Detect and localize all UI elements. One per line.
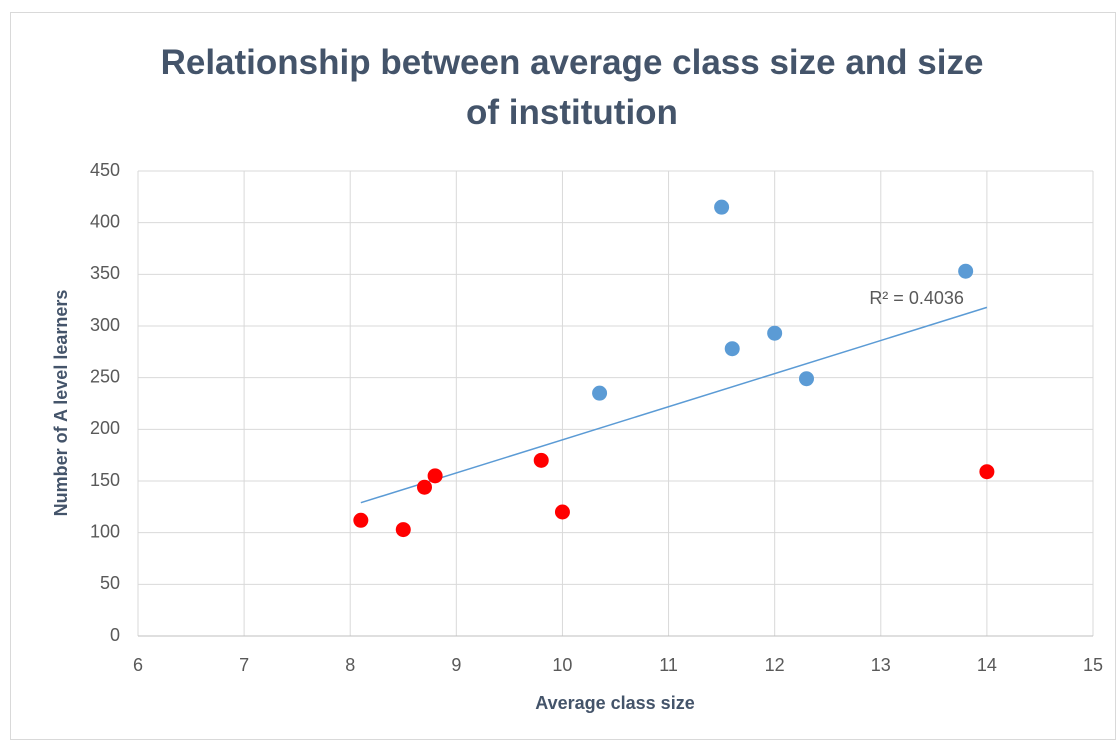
y-tick-label: 350 — [90, 263, 120, 283]
x-tick-label: 14 — [977, 655, 997, 675]
y-tick-label: 50 — [100, 573, 120, 593]
point — [714, 199, 730, 215]
point — [799, 371, 814, 387]
x-tick-label: 10 — [552, 655, 572, 675]
point — [417, 479, 432, 495]
chart-title: Relationship between average class size … — [160, 43, 984, 132]
point — [395, 522, 411, 538]
y-tick-label: 300 — [90, 315, 120, 335]
x-axis-title: Average class size — [535, 693, 694, 713]
point — [592, 385, 608, 401]
point — [353, 512, 369, 528]
trendline — [360, 306, 988, 504]
x-tick-label: 6 — [133, 655, 143, 675]
x-tick-label: 15 — [1083, 655, 1103, 675]
y-axis-title: Number of A level learners — [51, 290, 71, 517]
point — [427, 468, 443, 484]
y-tick-label: 250 — [90, 366, 120, 386]
y-tick-label: 100 — [90, 521, 120, 541]
x-tick-label: 13 — [871, 655, 891, 675]
y-tick-label: 200 — [90, 418, 120, 438]
y-tick-label: 150 — [90, 470, 120, 490]
annotation: R² = 0.4036 — [869, 288, 964, 308]
chart-frame — [10, 12, 1116, 740]
x-tick-label: 7 — [239, 655, 249, 675]
x-tick-label: 12 — [765, 655, 785, 675]
y-tick-label: 400 — [90, 211, 120, 231]
point — [554, 504, 570, 520]
point — [767, 325, 783, 341]
y-tick-label: 450 — [90, 160, 120, 180]
point — [958, 263, 974, 279]
point — [724, 341, 740, 357]
x-tick-label: 11 — [659, 655, 678, 675]
point — [533, 452, 549, 468]
point — [979, 464, 995, 480]
x-tick-label: 8 — [345, 655, 355, 675]
y-tick-label: 0 — [110, 625, 120, 645]
x-tick-label: 9 — [451, 655, 461, 675]
